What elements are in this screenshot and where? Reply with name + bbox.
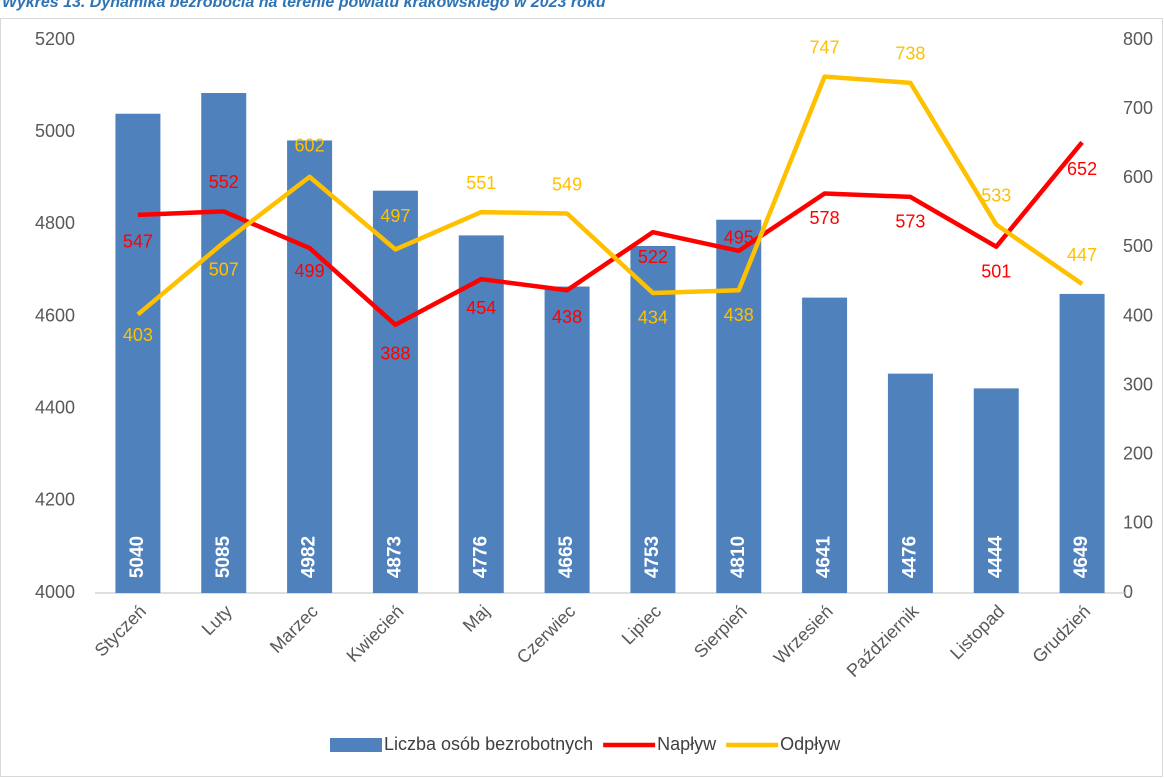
- y2-tick-label: 500: [1123, 236, 1153, 256]
- bar: [372, 190, 418, 593]
- y2-tick-label: 200: [1123, 444, 1153, 464]
- line-value-label: 497: [380, 206, 410, 226]
- line-value-label: 507: [209, 259, 239, 279]
- y2-tick-label: 600: [1123, 167, 1153, 187]
- line-value-label: 652: [1067, 159, 1097, 179]
- bar: [716, 219, 762, 593]
- line-value-label: 533: [981, 185, 1011, 205]
- y-tick-label: 4600: [35, 305, 75, 325]
- bar: [458, 235, 504, 594]
- line-value-label: 388: [380, 344, 410, 364]
- legend-label: Odpływ: [780, 734, 841, 754]
- legend-label: Napływ: [657, 734, 717, 754]
- line-value-label: 499: [295, 261, 325, 281]
- bar-value-label: 4873: [384, 536, 405, 578]
- chart-title: Wykres 13. Dynamika bezrobocia na tereni…: [2, 0, 606, 11]
- bar: [973, 388, 1019, 593]
- bar-value-label: 4810: [728, 536, 749, 578]
- y2-tick-label: 700: [1123, 98, 1153, 118]
- y-tick-label: 4000: [35, 582, 75, 602]
- bar: [802, 297, 848, 593]
- bar-value-label: 4753: [642, 536, 663, 578]
- y2-tick-label: 400: [1123, 305, 1153, 325]
- line-value-label: 578: [810, 208, 840, 228]
- bar: [287, 140, 333, 593]
- line-value-label: 454: [466, 298, 496, 318]
- line-value-label: 547: [123, 232, 153, 252]
- bar: [887, 373, 933, 593]
- y2-tick-label: 800: [1123, 29, 1153, 49]
- line: [136, 74, 1084, 317]
- bar: [544, 286, 590, 593]
- line-value-label: 522: [638, 247, 668, 267]
- y-tick-label: 4400: [35, 397, 75, 417]
- line-value-label: 549: [552, 174, 582, 194]
- legend-label: Liczba osób bezrobotnych: [384, 734, 593, 754]
- bar-value-label: 4982: [299, 536, 320, 578]
- y2-tick-label: 100: [1123, 513, 1153, 533]
- line-value-label: 552: [209, 172, 239, 192]
- line-value-label: 434: [638, 308, 668, 328]
- bar-value-label: 4641: [814, 535, 835, 578]
- bar: [630, 245, 676, 593]
- y-tick-label: 4200: [35, 490, 75, 510]
- line-value-label: 573: [895, 212, 925, 232]
- line-value-label: 551: [466, 173, 496, 193]
- bar: [201, 92, 247, 593]
- line-value-label: 602: [295, 136, 325, 156]
- y2-tick-label: 0: [1123, 582, 1133, 602]
- bar-value-label: 4776: [470, 536, 491, 578]
- line-value-label: 447: [1067, 245, 1097, 265]
- line-value-label: 403: [123, 325, 153, 345]
- bar-value-label: 5085: [213, 535, 234, 578]
- y-tick-label: 4800: [35, 213, 75, 233]
- bar-value-label: 5040: [127, 536, 148, 578]
- line-value-label: 501: [981, 261, 1011, 281]
- line-value-label: 438: [724, 305, 754, 325]
- y2-tick-label: 300: [1123, 374, 1153, 394]
- y-tick-label: 5000: [35, 121, 75, 141]
- bar: [115, 113, 161, 593]
- line-value-label: 495: [724, 228, 754, 248]
- line-value-label: 738: [895, 44, 925, 64]
- bar-value-label: 4476: [899, 536, 920, 578]
- line-value-label: 438: [552, 307, 582, 327]
- line: [137, 140, 1084, 328]
- line-value-label: 747: [810, 37, 840, 57]
- bar-value-label: 4649: [1071, 536, 1092, 578]
- bar-value-label: 4444: [985, 535, 1006, 578]
- bar: [1059, 293, 1105, 593]
- legend-swatch: [330, 738, 382, 752]
- bar-value-label: 4665: [556, 535, 577, 578]
- y-tick-label: 5200: [35, 29, 75, 49]
